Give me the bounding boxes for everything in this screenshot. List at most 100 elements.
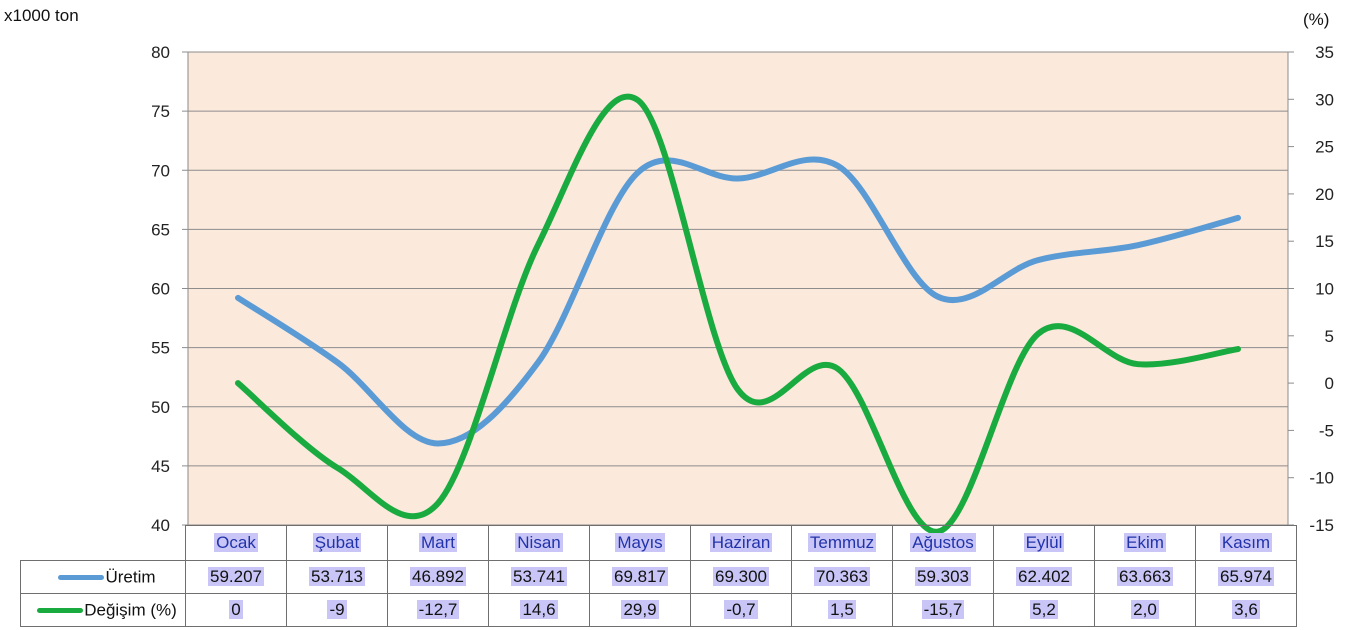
y-tick-right: 15: [1315, 232, 1334, 251]
y-tick-right: 25: [1315, 138, 1334, 157]
y-axis-right-ticks: -15 -10 -5 0 5 10 15 20 25 30 35: [1287, 43, 1334, 535]
y-tick-left: 45: [151, 457, 170, 476]
category-label: Temmuz: [791, 525, 893, 561]
data-label: -9: [327, 600, 347, 619]
category-text: Ağustos: [910, 533, 976, 552]
y-tick-right: 5: [1325, 327, 1334, 346]
category-text: Mart: [419, 533, 457, 552]
data-label: 0: [229, 600, 243, 619]
data-cell: 5,2: [993, 593, 1095, 627]
category-text: Ekim: [1124, 533, 1166, 552]
y-tick-left: 70: [151, 161, 170, 180]
data-cell: 29,9: [589, 593, 691, 627]
data-cell: -9: [286, 593, 388, 627]
category-text: Haziran: [709, 533, 773, 552]
data-label: 70.363: [814, 567, 870, 586]
category-label: Eylül: [993, 525, 1095, 561]
category-row: Ocak Şubat Mart Nisan Mayıs Haziran Temmuz Ağus…: [20, 525, 1297, 561]
category-text: Ocak: [214, 533, 258, 552]
data-cell: 59.303: [892, 560, 994, 594]
y-axis-left-title: x1000 ton: [4, 6, 79, 25]
y-tick-left: 50: [151, 398, 170, 417]
data-label: 53.741: [511, 567, 567, 586]
data-cell: 62.402: [993, 560, 1095, 594]
data-cell: 65.974: [1195, 560, 1297, 594]
category-text: Temmuz: [807, 533, 877, 552]
data-label: -15,7: [921, 600, 965, 619]
data-cell: 3,6: [1195, 593, 1297, 627]
category-text: Nisan: [515, 533, 563, 552]
y-tick-left: 60: [151, 280, 170, 299]
y-tick-left: 65: [151, 220, 170, 239]
y-tick-right: 0: [1325, 374, 1334, 393]
y-tick-left: 80: [151, 43, 170, 62]
data-cell: 53.741: [488, 560, 590, 594]
table-row-uretim: Üretim 59.207 53.713 46.892 53.741 69.817 69.…: [20, 560, 1297, 594]
data-label: 2,0: [1131, 600, 1159, 619]
data-cell: 69.817: [589, 560, 691, 594]
data-cell: 0: [185, 593, 287, 627]
legend-key-degisim: [37, 607, 84, 613]
category-label: Ağustos: [892, 525, 994, 561]
category-label: Şubat: [286, 525, 388, 561]
y-tick-right: 35: [1315, 43, 1334, 62]
y-tick-left: 55: [151, 339, 170, 358]
data-cell: -0,7: [690, 593, 792, 627]
y-tick-right: 20: [1315, 185, 1334, 204]
category-label: Nisan: [488, 525, 590, 561]
category-label: Ekim: [1094, 525, 1196, 561]
category-label: Ocak: [185, 525, 287, 561]
data-cell: 53.713: [286, 560, 388, 594]
legend-key-uretim: [58, 574, 105, 580]
category-label: Mart: [387, 525, 489, 561]
data-label: 5,2: [1030, 600, 1058, 619]
data-cell: 70.363: [791, 560, 893, 594]
data-label: 69.817: [612, 567, 668, 586]
y-axis-right-title: (%): [1303, 10, 1330, 29]
data-cell: 59.207: [185, 560, 287, 594]
data-label: 65.974: [1218, 567, 1274, 586]
gridlines: [188, 51, 1288, 526]
row-label-uretim: Üretim: [20, 560, 186, 594]
y-tick-right: -15: [1309, 516, 1334, 535]
y-tick-right: 10: [1315, 280, 1334, 299]
table-row-degisim: Değişim (%) 0 -9 -12,7 14,6 29,9 -0,7 1,5 -15,7…: [20, 593, 1297, 627]
data-label: 1,5: [828, 600, 856, 619]
data-label: 53.713: [309, 567, 365, 586]
data-cell: 69.300: [690, 560, 792, 594]
category-label: Kasım: [1195, 525, 1297, 561]
data-label: 29,9: [621, 600, 659, 619]
series-line-degisim: [235, 93, 1241, 535]
table-corner: [20, 525, 186, 561]
data-cell: 63.663: [1094, 560, 1196, 594]
series-lines: [235, 93, 1241, 535]
data-label: 59.207: [208, 567, 264, 586]
data-cell: -12,7: [387, 593, 489, 627]
data-cell: 2,0: [1094, 593, 1196, 627]
data-label: 14,6: [520, 600, 558, 619]
data-table: Ocak Şubat Mart Nisan Mayıs Haziran Temmuz Ağus…: [20, 525, 1297, 627]
legend-label-degisim: Değişim (%): [84, 600, 177, 620]
category-text: Şubat: [312, 533, 362, 552]
y-tick-right: -10: [1309, 469, 1334, 488]
data-label: -0,7: [724, 600, 758, 619]
data-label: 62.402: [1016, 567, 1072, 586]
data-label: 3,6: [1232, 600, 1260, 619]
data-label: 63.663: [1117, 567, 1173, 586]
data-cell: 14,6: [488, 593, 590, 627]
category-label: Haziran: [690, 525, 792, 561]
data-cell: 46.892: [387, 560, 489, 594]
y-tick-left: 75: [151, 102, 170, 121]
category-text: Kasım: [1219, 533, 1273, 552]
series-line-uretim: [235, 156, 1241, 447]
data-label: 46.892: [410, 567, 466, 586]
data-label: 69.300: [713, 567, 769, 586]
row-label-degisim: Değişim (%): [20, 593, 186, 627]
category-text: Eylül: [1023, 533, 1065, 552]
y-tick-right: 30: [1315, 90, 1334, 109]
category-label: Mayıs: [589, 525, 691, 561]
data-label: -12,7: [416, 600, 460, 619]
y-tick-right: -5: [1319, 421, 1334, 440]
